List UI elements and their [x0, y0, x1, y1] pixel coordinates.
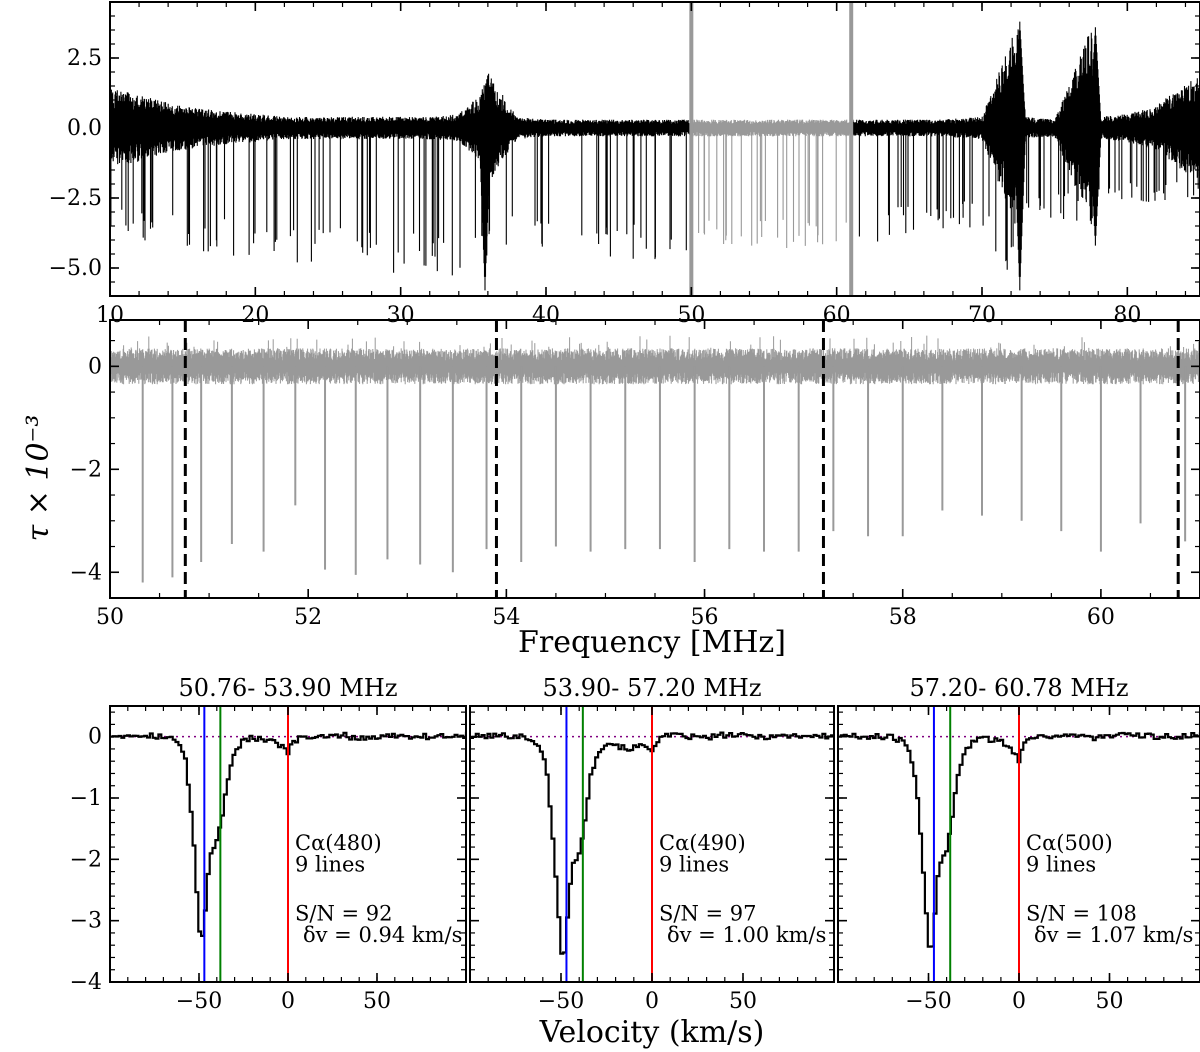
x-tick-label: 50 — [677, 303, 705, 328]
plot-area — [110, 320, 1200, 598]
y-tick-label: −1 — [70, 786, 102, 811]
velocity-axis-label: Velocity (km/s) — [539, 1015, 765, 1050]
plot-frame — [109, 705, 467, 983]
y-tick-label: −2.5 — [49, 186, 102, 211]
x-tick-label: 50 — [729, 989, 757, 1014]
y-tick-label: −2 — [70, 847, 102, 872]
y-tick-label: −2 — [70, 457, 102, 482]
rfi-spike — [1089, 27, 1102, 246]
stacked-spectrum — [838, 731, 1200, 948]
y-tick-label: 0 — [88, 354, 102, 379]
y-tick-label: 0.0 — [67, 116, 102, 141]
x-tick-label: 70 — [968, 303, 996, 328]
panel-title: 57.20- 60.78 MHz — [910, 674, 1129, 702]
x-tick-label: 60 — [1087, 605, 1115, 630]
x-tick-label: 50 — [1096, 989, 1124, 1014]
plot-area — [470, 706, 834, 982]
x-tick-label: 0 — [281, 989, 295, 1014]
rfi-spike — [1013, 21, 1026, 291]
resolution-label: δv = 0.94 km/s — [303, 923, 462, 947]
snr-label: S/N = 92 — [295, 902, 393, 926]
spectrum-trace-2 — [850, 29, 1200, 275]
nlines-label: 9 lines — [1026, 853, 1096, 877]
transition-label: Cα(480) — [295, 831, 382, 855]
nlines-label: 9 lines — [659, 853, 729, 877]
y-tick-label: −4 — [70, 970, 102, 995]
y-tick-label: −5.0 — [49, 256, 102, 281]
y-tick-label: 0 — [88, 725, 102, 750]
x-tick-label: −50 — [538, 989, 584, 1014]
plot-area — [110, 2, 1200, 296]
plot-area — [838, 706, 1200, 982]
y-tick-label: −4 — [70, 560, 102, 585]
y-tick-label: 2.5 — [67, 46, 102, 71]
resolution-label: δv = 1.00 km/s — [667, 923, 826, 947]
plot-area — [110, 706, 466, 982]
shared-y-axis-label: τ × 10⁻³ — [21, 415, 56, 542]
noise-band — [110, 335, 1200, 385]
plot-frame — [469, 705, 835, 983]
panel-title: 50.76- 53.90 MHz — [179, 674, 398, 702]
spectrum-trace-0 — [110, 73, 692, 276]
rfi-spike — [478, 100, 492, 291]
frequency-axis-label: Frequency [MHz] — [518, 625, 786, 660]
resolution-label: δv = 1.07 km/s — [1034, 923, 1193, 947]
stacked-spectrum — [470, 731, 834, 955]
x-tick-label: 50 — [96, 605, 124, 630]
x-tick-label: 56 — [691, 605, 719, 630]
stacked-spectrum — [110, 731, 466, 937]
plot-frame — [837, 705, 1200, 983]
x-tick-label: 20 — [241, 303, 269, 328]
snr-label: S/N = 97 — [659, 902, 757, 926]
x-tick-label: 80 — [1113, 303, 1141, 328]
x-tick-label: 58 — [889, 605, 917, 630]
x-tick-label: 0 — [645, 989, 659, 1014]
x-tick-label: 54 — [492, 605, 520, 630]
x-tick-label: 60 — [823, 303, 851, 328]
top-panel-full-spectrum: 10 20 30 40 50 60 70 802.50.0−2.5−5.0 — [49, 1, 1200, 328]
y-tick-label: −3 — [70, 909, 102, 934]
x-tick-label: −50 — [176, 989, 222, 1014]
transition-label: Cα(500) — [1026, 831, 1113, 855]
x-tick-label: 50 — [363, 989, 391, 1014]
plot-frame — [109, 1, 1200, 297]
snr-label: S/N = 108 — [1026, 902, 1137, 926]
x-tick-label: 0 — [1012, 989, 1026, 1014]
plot-frame — [109, 319, 1200, 599]
x-tick-label: −50 — [905, 989, 951, 1014]
transition-label: Cα(490) — [659, 831, 746, 855]
nlines-label: 9 lines — [295, 853, 365, 877]
spectrum-trace-1 — [690, 119, 852, 248]
middle-panel-zoom-spectrum: 50 52 54 56 58 60 0 −2 −4 — [70, 319, 1200, 630]
stack-panel-500: −50 0 50 57.20- 60.78 MHz Cα(500)9 lines S/N … — [837, 674, 1200, 1014]
panel-title: 53.90- 57.20 MHz — [543, 674, 762, 702]
stack-panel-480: −50 0 50 0 −1 −2 −3 −4 50.76- 53.90 MHz Cα(480)9 … — [70, 674, 467, 1014]
stack-panel-490: −50 0 50 53.90- 57.20 MHz Cα(490)9 lines S/N … — [469, 674, 835, 1014]
x-tick-label: 30 — [387, 303, 415, 328]
x-tick-label: 52 — [294, 605, 322, 630]
